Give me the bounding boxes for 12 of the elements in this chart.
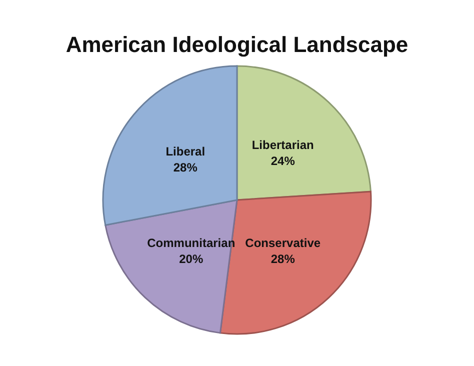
- data-label: 24%: [270, 154, 296, 168]
- data-label: 28%: [270, 252, 296, 266]
- data-label: 28%: [173, 160, 198, 174]
- slice-label: Conservative: [245, 236, 321, 250]
- chart-title: American Ideological Landscape: [66, 32, 408, 57]
- pie-slice: [236, 65, 372, 201]
- slice-label: Communitarian: [147, 236, 236, 250]
- pie-slice: [102, 65, 238, 226]
- slice-label: Liberal: [166, 144, 206, 158]
- pie-slice: [104, 199, 238, 334]
- slice-label: Libertarian: [252, 138, 314, 152]
- data-label: 20%: [179, 252, 204, 266]
